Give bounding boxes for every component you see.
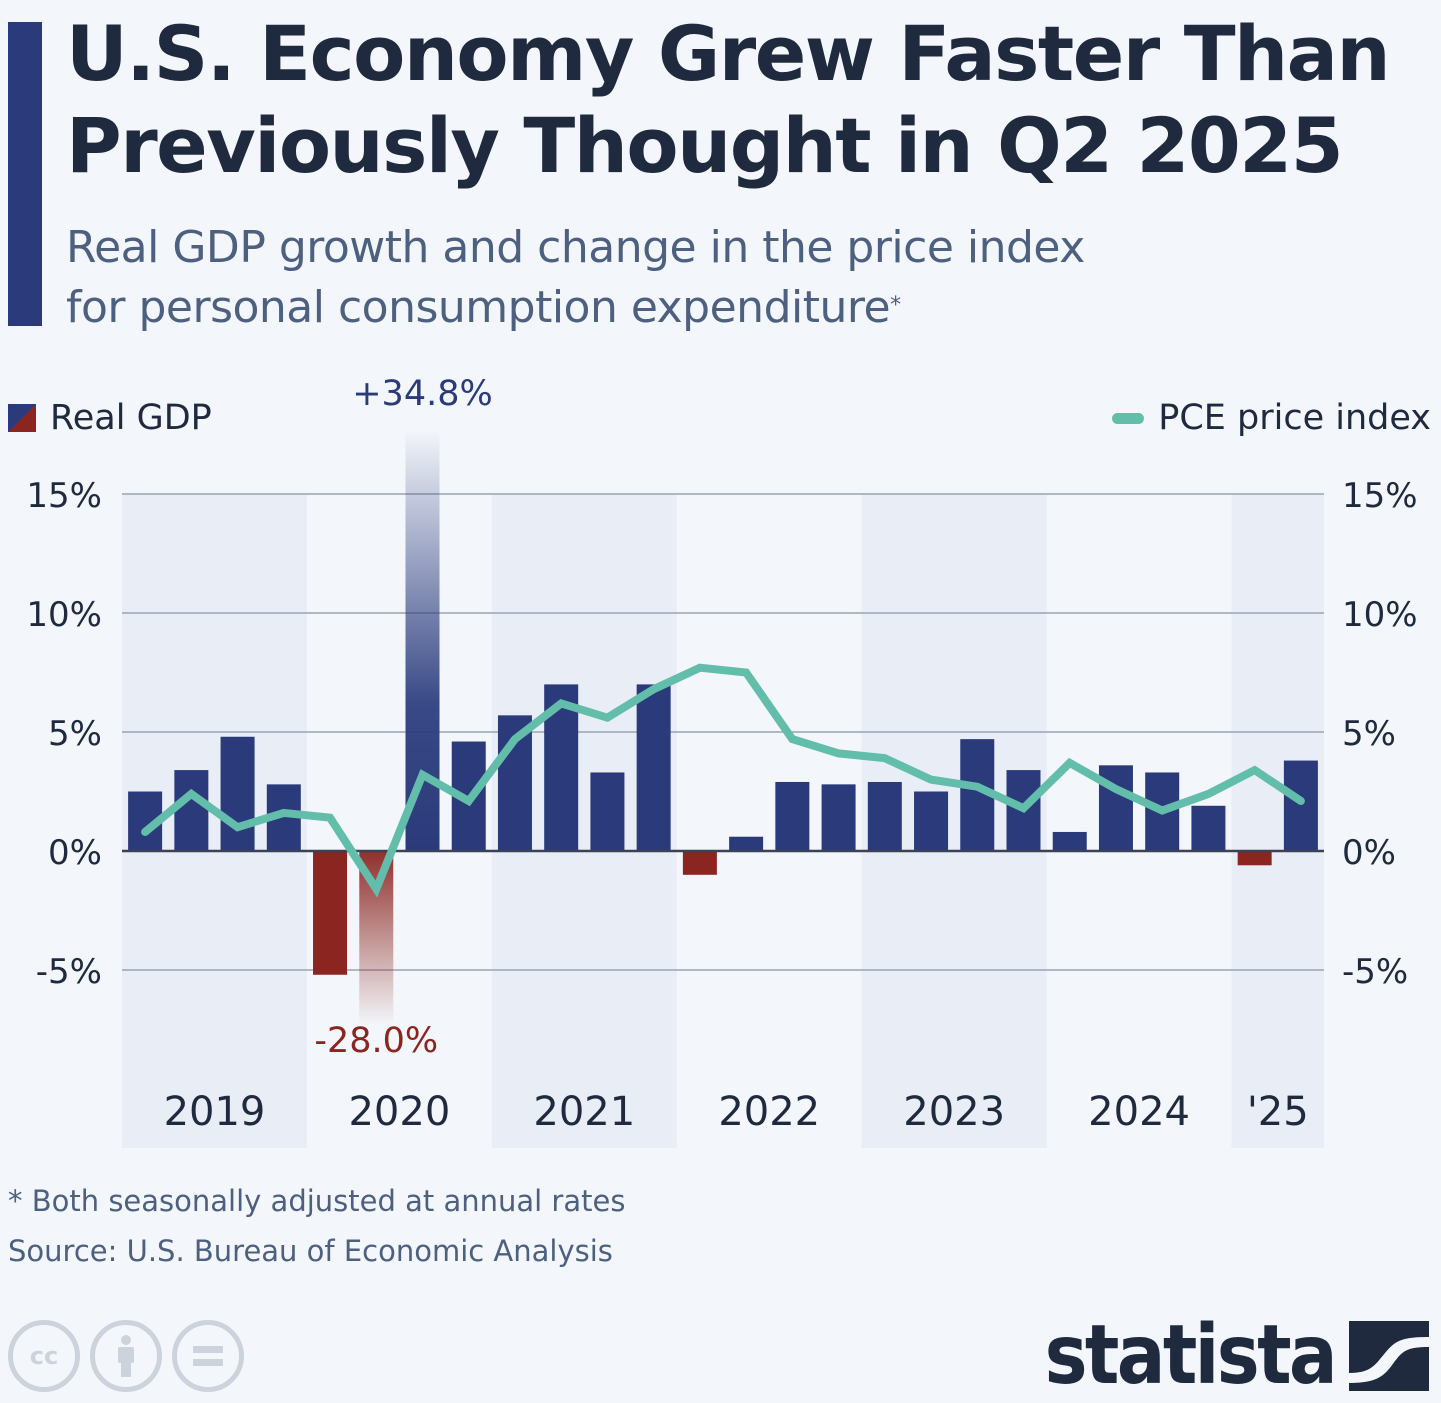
y-tick-label-right: 15% [1342,476,1418,516]
gdp-bar [729,837,763,851]
subtitle-footnote-marker: * [890,293,901,318]
chart-plot: 2019 2020 2021 2022 2023 2024 '25 15% 15% 10% 10% 5… [0,360,1441,1160]
gdp-bar [822,784,856,851]
gdp-bar [1191,806,1225,851]
x-tick-label: 2022 [718,1089,820,1135]
y-tick-label-right: 5% [1342,714,1396,754]
gdp-bar [637,684,671,851]
license-icons: cc [8,1320,244,1392]
subtitle-line-1: Real GDP growth and change in the price … [66,218,1366,278]
gdp-bar [914,792,948,852]
y-tick-label-left: 10% [26,595,102,635]
gdp-bar [1284,761,1318,851]
gdp-bar [683,851,717,875]
gdp-bar [313,851,347,975]
x-tick-label: 2020 [348,1089,450,1135]
y-tick-label-right: 10% [1342,595,1418,635]
chart-title: U.S. Economy Grew Faster Than Previously… [66,8,1441,192]
gdp-bar [1238,851,1272,865]
annotation-min: -28.0% [314,1021,438,1061]
gdp-bar [1053,832,1087,851]
brand-wordmark: statista [1045,1308,1335,1403]
x-tick-label: 2019 [164,1089,266,1135]
y-tick-label-right: 0% [1342,833,1396,873]
annotation-max: +34.8% [352,374,493,414]
gdp-bar [174,770,208,851]
x-tick-label: '25 [1247,1089,1309,1135]
title-line-2: Previously Thought in Q2 2025 [66,100,1441,192]
statista-logo[interactable]: statista [1005,1308,1429,1403]
gdp-bar [590,772,624,851]
title-line-1: U.S. Economy Grew Faster Than [66,8,1441,100]
chart-subtitle: Real GDP growth and change in the price … [66,218,1366,338]
subtitle-line-2: for personal consumption expenditure* [66,278,1366,338]
statista-logo-icon [1349,1321,1429,1391]
x-tick-label: 2023 [903,1089,1005,1135]
gdp-bar [221,737,255,851]
gdp-bar [406,430,440,851]
gdp-bar [868,782,902,851]
footnote: * Both seasonally adjusted at annual rat… [8,1184,625,1218]
no-derivatives-icon[interactable] [172,1320,244,1392]
y-tick-label-right: -5% [1342,952,1408,992]
gdp-bar [775,782,809,851]
y-tick-label-left: -5% [36,952,102,992]
y-tick-label-left: 15% [26,476,102,516]
creative-commons-icon[interactable]: cc [8,1320,80,1392]
y-tick-label-left: 5% [48,714,102,754]
subtitle-line-2-text: for personal consumption expenditure [66,282,890,333]
title-accent-bar [8,22,42,326]
source-note: Source: U.S. Bureau of Economic Analysis [8,1234,613,1268]
attribution-icon[interactable] [90,1320,162,1392]
x-tick-label: 2024 [1088,1089,1190,1135]
x-tick-label: 2021 [533,1089,635,1135]
y-tick-label-left: 0% [48,833,102,873]
